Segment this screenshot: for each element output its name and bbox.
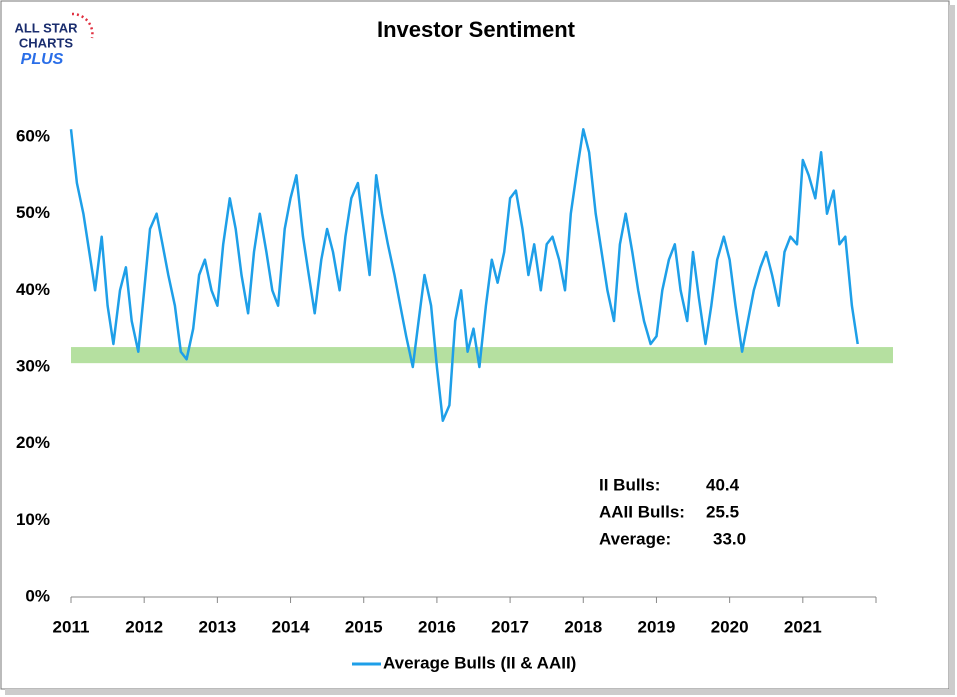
x-tick-label: 2012 [125,617,163,636]
x-tick-label: 2020 [711,617,749,636]
x-tick-label: 2011 [53,617,90,636]
shadow [949,5,955,695]
y-tick-label: 0% [25,586,50,605]
y-tick-label: 10% [16,510,50,529]
reference-band [71,347,893,364]
annotation-label: II Bulls: [599,475,660,494]
logo-arc [71,12,94,39]
y-tick-label: 50% [16,203,50,222]
x-tick-label: 2014 [272,617,310,636]
x-tick-label: 2013 [198,617,236,636]
y-tick-label: 60% [16,126,50,145]
annotation-value: 25.5 [706,502,739,521]
annotation-label: AAII Bulls: [599,502,685,521]
y-tick-label: 30% [16,356,50,375]
logo-text: CHARTS [19,35,73,50]
shadow [5,689,951,695]
x-tick-label: 2021 [784,617,822,636]
legend-label: Average Bulls (II & AAII) [383,653,576,672]
x-tick-label: 2018 [564,617,602,636]
logo-text: ALL STAR [14,20,78,35]
logo-text: PLUS [21,51,64,68]
x-tick-label: 2017 [491,617,529,636]
y-tick-label: 40% [16,280,50,299]
line-series [69,128,859,422]
annotation-value: 40.4 [706,475,740,494]
x-tick-label: 2015 [345,617,383,636]
annotation-label: Average: [599,529,671,548]
x-tick-label: 2019 [638,617,676,636]
y-tick-label: 20% [16,433,50,452]
annotation-value: 33.0 [713,529,746,548]
x-tick-label: 2016 [418,617,456,636]
chart-title: Investor Sentiment [377,17,576,42]
